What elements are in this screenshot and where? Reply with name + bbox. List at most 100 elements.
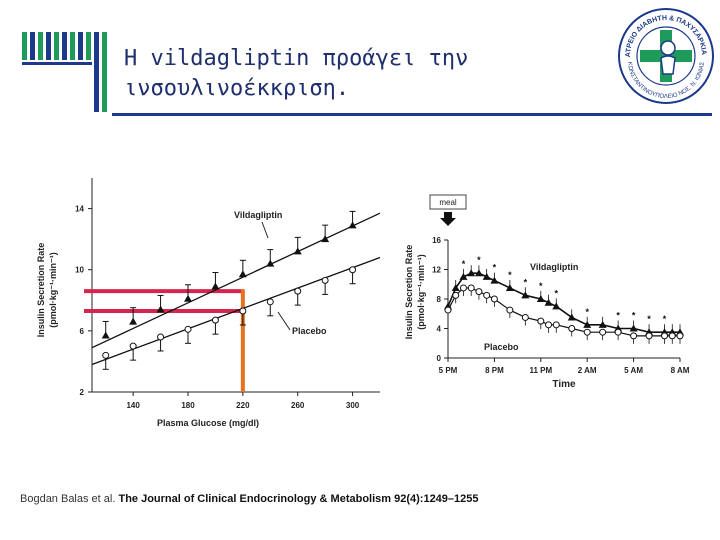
chart2-y-tick-label: 4	[437, 325, 442, 334]
chart2-point-triangle	[629, 324, 638, 332]
chart2-significance-star: *	[493, 263, 497, 273]
chart2-point-triangle	[552, 302, 561, 310]
chart2-point-triangle	[467, 269, 476, 277]
chart1-point-circle	[349, 266, 357, 274]
chart2-point-circle	[537, 317, 545, 325]
chart2-x-tick-label: 8 PM	[485, 366, 504, 375]
chart2-point-triangle	[474, 269, 483, 277]
chart2-point-circle	[459, 284, 467, 292]
chart2-x-tick-label: 5 PM	[439, 366, 458, 375]
chart1-y-tick-label: 6	[80, 327, 85, 336]
chart1-point-circle	[129, 342, 137, 350]
chart1-point-circle	[239, 307, 247, 315]
chart2-label-vildagliptin: Vildagliptin	[530, 262, 578, 272]
clinic-logo: ΙΑΤΡΕΙΟ ΔΙΑΒΗΤΗ & ΠΑΧΥΣΑΡΚΙΑΣ ΚΩΝΣΤΑΝΤΙΝ…	[616, 6, 714, 104]
chart2-point-circle	[483, 291, 491, 299]
chart2-point-circle	[452, 291, 460, 299]
chart2-point-triangle	[598, 320, 607, 328]
chart2-point-circle	[668, 332, 676, 340]
chart2-point-circle	[475, 288, 483, 296]
chart2-y-tick-label: 16	[432, 236, 441, 245]
chart1-ylabel-line2: (pmol·kg⁻¹·min⁻¹)	[48, 252, 58, 328]
slide-title-line1: Η vildagliptin προάγει την	[124, 46, 469, 71]
slide-title-line2: ινσουλινοέκκριση.	[124, 76, 350, 101]
chart2-point-triangle	[459, 272, 468, 280]
chart2-point-triangle	[567, 313, 576, 321]
chart1-x-tick-label: 180	[181, 401, 195, 410]
chart1-point-circle	[294, 287, 302, 295]
chart1-circle-fit-line	[91, 256, 381, 366]
chart2-significance-star: *	[477, 255, 481, 265]
chart2-point-circle	[645, 332, 653, 340]
chart1-point-triangle	[184, 294, 192, 302]
chart1-point-circle	[321, 276, 329, 284]
chart1-xlabel: Plasma Glucose (mg/dl)	[157, 418, 259, 428]
citation: Bogdan Balas et al. The Journal of Clini…	[20, 493, 479, 505]
chart1-point-triangle	[101, 331, 110, 339]
chart2-point-triangle	[490, 276, 499, 284]
chart1-triangle-fit-line	[91, 212, 381, 349]
chart2-point-triangle	[482, 272, 491, 280]
chart2-point-circle	[467, 284, 475, 292]
chart2-significance-star: *	[462, 259, 466, 269]
citation-authors: Bogdan Balas et al.	[20, 493, 119, 505]
chart2-point-circle	[676, 332, 684, 340]
chart2-xlabel: Time	[552, 379, 576, 390]
chart1-x-tick-label: 220	[236, 401, 250, 410]
chart2-ylabel-line2: (pmol·kg⁻¹·min⁻¹)	[416, 254, 426, 330]
chart1-x-tick-label: 140	[126, 401, 140, 410]
chart2-point-triangle	[583, 320, 592, 328]
meal-arrow-icon	[440, 212, 456, 226]
glucose-insulin-chart: 140 180 220 260 300 2 6 10 14 Plasma Glucose (mg…	[36, 178, 381, 428]
chart1-point-circle	[157, 333, 165, 341]
chart2-y-tick-label: 8	[437, 295, 442, 304]
chart2-y-tick-label: 12	[432, 266, 441, 275]
meal-box	[429, 194, 467, 210]
chart2-point-circle	[630, 332, 638, 340]
chart1-y-tick-label: 2	[80, 388, 85, 397]
chart2-x-tick-label: 8 AM	[671, 366, 690, 375]
chart2-x-tick-label: 2 AM	[578, 366, 597, 375]
chart2-significance-star: *	[647, 314, 651, 324]
chart1-point-circle	[184, 325, 192, 333]
title-divider	[112, 113, 712, 116]
chart2-point-triangle	[451, 283, 460, 291]
chart2-significance-star: *	[585, 307, 589, 317]
chart2-significance-star: *	[539, 281, 543, 291]
chart1-label-placebo: Placebo	[292, 326, 327, 336]
chart2-point-triangle	[536, 295, 545, 302]
chart1-y-tick-label: 10	[75, 266, 84, 275]
chart1-vildagliptin-pointer	[261, 221, 269, 239]
chart1-label-vildagliptin: Vildagliptin	[234, 210, 282, 220]
meal-label: meal	[439, 198, 457, 207]
slide-title: Η vildagliptin προάγει την ινσουλινοέκκρ…	[124, 44, 544, 104]
citation-journal: The Journal of Clinical Endocrinology & …	[118, 493, 479, 505]
chart1-point-triangle	[211, 282, 220, 290]
chart2-significance-star: *	[555, 288, 559, 298]
chart2-point-triangle	[505, 283, 514, 291]
chart2-point-circle	[521, 313, 529, 321]
chart2-triangle-line	[447, 272, 680, 333]
chart1-point-triangle	[156, 305, 165, 313]
chart2-ylabel-line1: Insulin Secretion Rate	[404, 245, 414, 340]
chart2-significance-star: *	[616, 311, 620, 321]
chart2-x-tick-label: 11 PM	[529, 366, 552, 375]
chart2-point-circle	[599, 328, 607, 336]
chart2-significance-star: *	[508, 270, 512, 280]
chart1-ylabel-line1: Insulin Secretion Rate	[36, 243, 46, 338]
chart2-point-triangle	[544, 298, 553, 306]
chart1-point-circle	[102, 351, 110, 359]
chart2-label-placebo: Placebo	[484, 342, 519, 352]
chart1-point-circle	[266, 298, 274, 306]
chart2-point-circle	[661, 332, 669, 340]
chart2-y-tick-label: 0	[437, 354, 442, 363]
chart1-x-tick-label: 260	[291, 401, 305, 410]
chart2-significance-star: *	[663, 314, 667, 324]
chart1-point-triangle	[293, 247, 302, 255]
chart1-point-triangle	[266, 259, 275, 267]
chart1-y-tick-label: 14	[75, 205, 84, 214]
chart2-point-circle	[545, 321, 553, 329]
chart1-placebo-pointer	[277, 311, 291, 331]
chart2-point-circle	[568, 325, 576, 332]
chart2-point-circle	[614, 328, 622, 336]
